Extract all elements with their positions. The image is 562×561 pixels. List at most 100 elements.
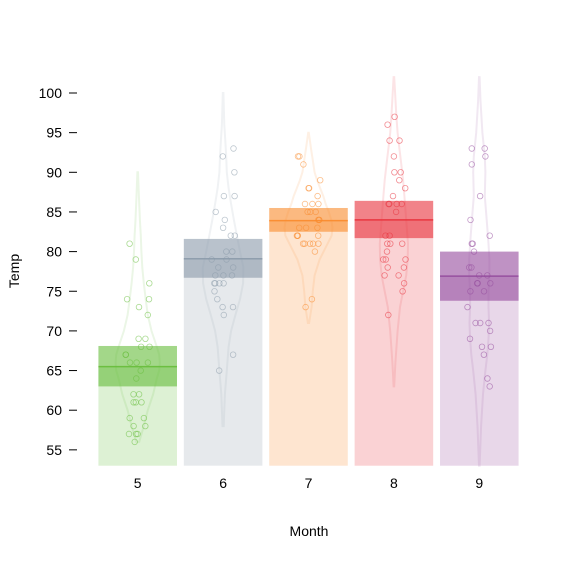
data-point <box>478 343 486 350</box>
data-point <box>130 399 137 406</box>
data-point <box>481 145 488 152</box>
data-point <box>315 232 322 239</box>
data-point <box>145 296 153 303</box>
data-point <box>230 145 237 152</box>
data-point <box>317 176 324 184</box>
data-point <box>137 367 144 374</box>
data-point <box>464 303 471 311</box>
x-tick-label-7: 7 <box>305 475 313 491</box>
data-point <box>311 248 319 255</box>
data-point <box>385 311 392 319</box>
data-point <box>476 192 484 200</box>
data-point <box>396 176 403 184</box>
y-tick-label-95: 95 <box>46 125 62 141</box>
data-point <box>229 248 236 255</box>
data-point <box>231 232 238 239</box>
bar-7 <box>269 220 348 466</box>
data-point <box>126 414 133 422</box>
data-point <box>486 232 493 239</box>
data-point <box>135 303 143 311</box>
data-point <box>208 256 215 263</box>
y-tick-label-80: 80 <box>46 244 62 260</box>
data-point <box>126 240 133 247</box>
data-point <box>137 343 145 350</box>
data-point <box>214 296 221 303</box>
x-tick-label-5: 5 <box>134 475 142 491</box>
x-axis: 5 6 7 8 9 <box>134 475 484 491</box>
data-point <box>314 224 321 231</box>
data-point <box>130 391 137 398</box>
data-point <box>381 272 388 279</box>
data-point <box>131 438 138 446</box>
data-point <box>480 288 488 295</box>
data-point <box>472 319 479 327</box>
y-tick-label-65: 65 <box>46 363 62 379</box>
data-point <box>487 280 494 287</box>
y-tick-label-60: 60 <box>46 402 62 418</box>
data-point <box>468 161 475 168</box>
data-point <box>399 288 406 295</box>
data-point <box>309 200 316 208</box>
data-point <box>308 296 316 303</box>
data-point <box>307 208 314 216</box>
data-point <box>229 264 237 271</box>
bar-8 <box>354 219 434 466</box>
data-point <box>399 240 406 247</box>
data-point <box>393 200 400 208</box>
data-point <box>400 264 408 271</box>
data-point <box>142 422 149 430</box>
data-point <box>144 359 152 366</box>
data-point <box>396 137 403 144</box>
data-point <box>135 335 142 342</box>
violin-7 <box>283 131 334 324</box>
data-point <box>123 296 131 303</box>
data-point <box>476 272 483 279</box>
x-axis-label: Month <box>290 523 329 539</box>
data-point <box>467 288 474 295</box>
data-point <box>227 232 234 239</box>
y-tick-label-90: 90 <box>46 164 62 180</box>
data-point <box>316 216 323 224</box>
data-point <box>215 264 222 271</box>
data-point <box>480 351 488 358</box>
data-point <box>304 208 311 216</box>
y-axis: 55 60 65 70 75 80 85 90 95 100 <box>39 85 77 458</box>
data-point <box>468 240 475 247</box>
data-point <box>382 256 389 263</box>
data-point <box>223 256 230 263</box>
data-point <box>130 422 137 430</box>
data-point <box>229 303 237 311</box>
data-point <box>466 264 473 271</box>
data-point <box>400 280 408 287</box>
data-point <box>487 343 495 350</box>
data-point <box>219 303 226 311</box>
data-point <box>300 161 307 168</box>
data-point <box>485 319 492 327</box>
data-point <box>296 153 303 160</box>
y-tick-label-55: 55 <box>46 442 62 458</box>
data-point <box>484 272 491 279</box>
data-point <box>221 216 228 224</box>
data-point <box>402 184 409 192</box>
data-point <box>380 256 387 263</box>
data-point <box>125 430 133 438</box>
data-point <box>468 145 475 152</box>
data-point <box>293 232 301 239</box>
data-point <box>402 256 409 263</box>
data-point <box>467 216 474 224</box>
data-point <box>387 240 394 247</box>
data-point <box>231 169 238 176</box>
data-point <box>398 200 405 208</box>
data-point <box>482 153 489 160</box>
y-tick-label-100: 100 <box>39 85 63 101</box>
data-point <box>384 240 391 247</box>
ci-band-7 <box>269 207 348 232</box>
data-point <box>466 335 474 342</box>
x-tick-label-8: 8 <box>390 475 398 491</box>
data-point <box>212 208 219 216</box>
data-point <box>211 288 218 295</box>
data-point <box>133 359 140 366</box>
data-point <box>144 311 151 319</box>
data-point <box>133 375 140 382</box>
